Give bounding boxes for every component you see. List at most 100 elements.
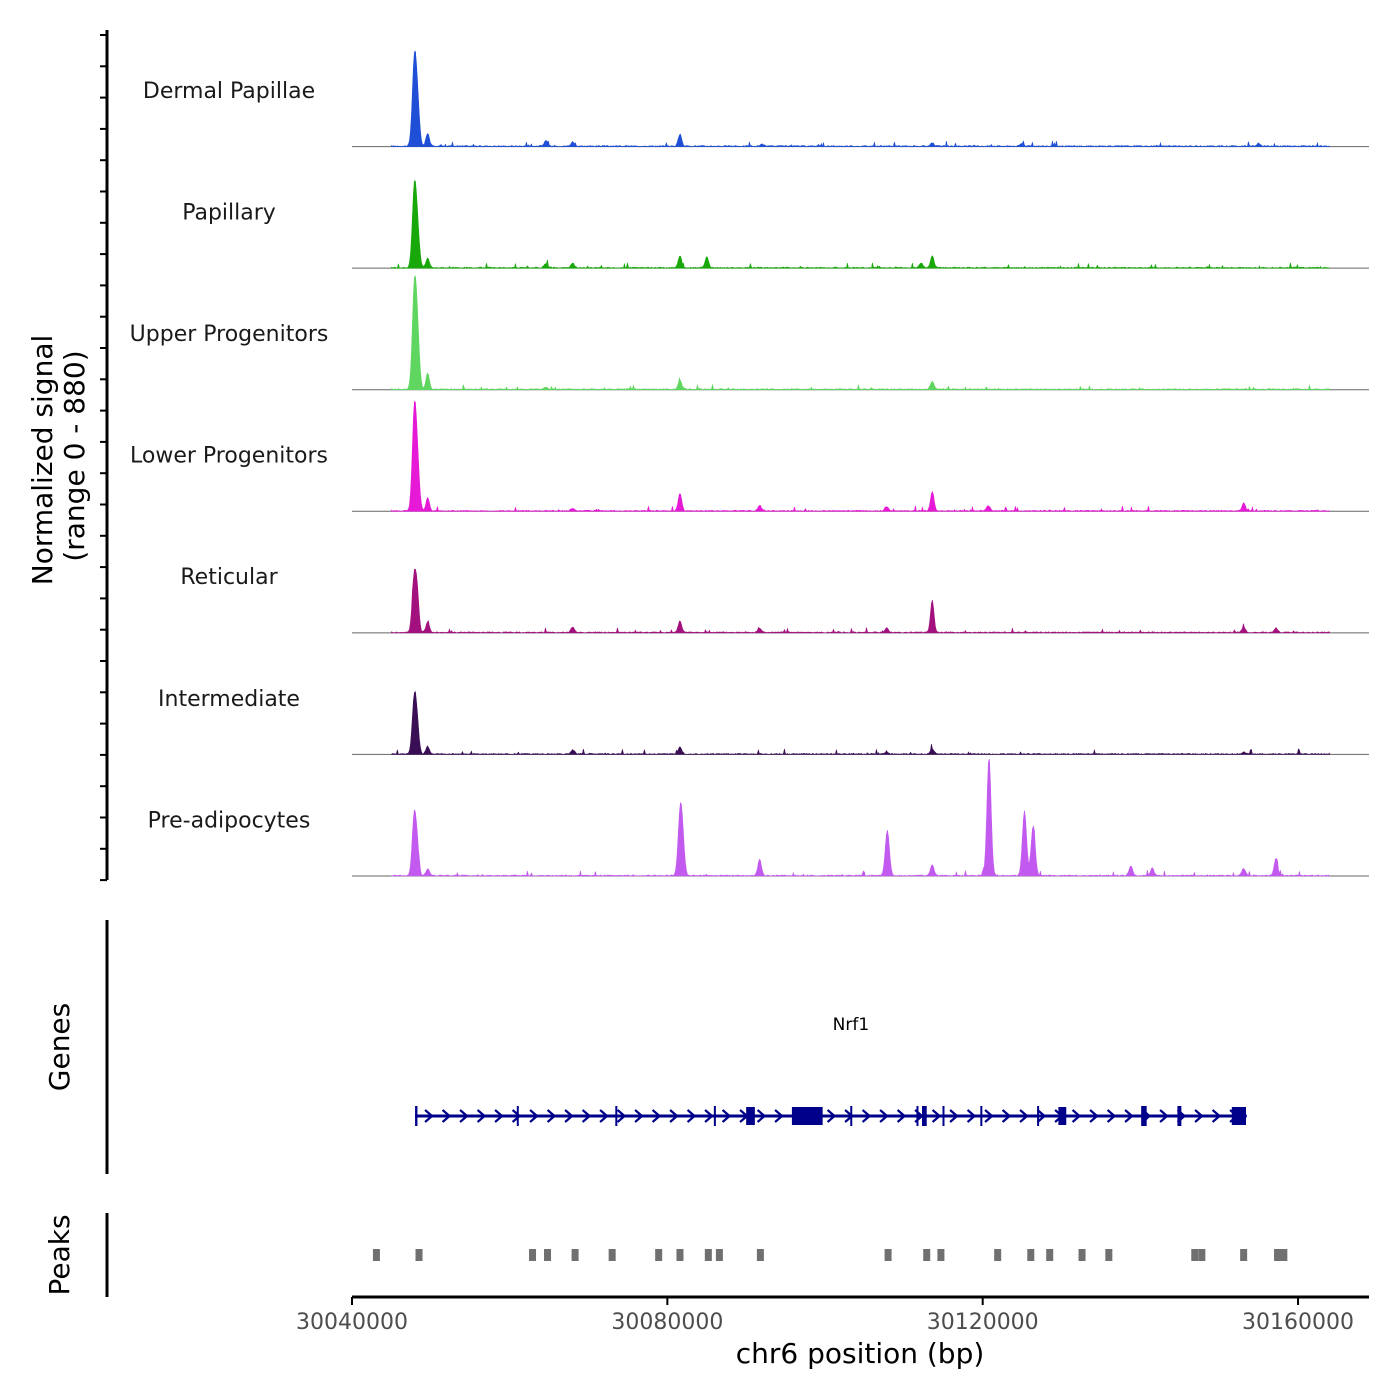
genes-panel-title: Genes (43, 1003, 76, 1091)
gene-exon (813, 1107, 823, 1125)
x-axis-title: chr6 position (bp) (736, 1337, 985, 1370)
peak-region (1240, 1249, 1248, 1261)
strand-arrow (879, 1109, 889, 1123)
strand-arrow (511, 1109, 522, 1123)
strand-arrow (1089, 1109, 1099, 1123)
gene-exon (1231, 1107, 1247, 1125)
strand-arrow (966, 1109, 977, 1123)
strand-arrow (1036, 1109, 1047, 1123)
strand-arrow (459, 1109, 469, 1123)
peak-region (544, 1249, 552, 1261)
track-signal-area (391, 568, 1330, 634)
track-pre-adipocytes: Pre-adipocytes (148, 758, 1369, 877)
peak-region (1280, 1249, 1288, 1261)
strand-arrow (581, 1109, 592, 1123)
x-tick-label: 30080000 (611, 1310, 723, 1335)
track-label: Lower Progenitors (130, 444, 328, 469)
strand-arrow (634, 1109, 644, 1123)
gene-exon (1141, 1106, 1147, 1126)
peak-region (1105, 1249, 1113, 1261)
strand-arrow (1124, 1109, 1134, 1123)
gene-label-nrf1: Nrf1 (833, 1015, 870, 1035)
strand-arrow (704, 1109, 714, 1123)
y-axis-title: Normalized signal (26, 335, 59, 586)
track-signal-area (391, 758, 1331, 877)
track-signal-area (391, 180, 1331, 269)
peaks-panel-title: Peaks (43, 1214, 76, 1295)
gene-exon (921, 1106, 927, 1126)
strand-arrow (1071, 1109, 1082, 1123)
strand-arrow (721, 1109, 732, 1123)
peak-region (1191, 1249, 1199, 1261)
strand-arrow (476, 1109, 487, 1123)
coverage-y-ticks (100, 34, 107, 882)
strand-arrow (529, 1109, 539, 1123)
track-label: Dermal Papillae (143, 79, 315, 104)
track-signal-area (391, 275, 1330, 391)
strand-arrow (774, 1109, 784, 1123)
track-dermal-papillae: Dermal Papillae (143, 50, 1369, 148)
track-label: Intermediate (158, 687, 300, 712)
track-papillary: Papillary (182, 180, 1369, 269)
peak-region (571, 1249, 579, 1261)
track-signal-area (391, 400, 1330, 512)
peak-region (923, 1249, 931, 1261)
strand-arrow (1001, 1109, 1012, 1123)
gene-exon (942, 1106, 945, 1126)
peak-region (608, 1249, 616, 1261)
peak-region (415, 1249, 423, 1261)
peak-region (1027, 1249, 1035, 1261)
track-upper-progenitors: Upper Progenitors (130, 275, 1369, 391)
peak-region (676, 1249, 684, 1261)
strand-arrow (424, 1109, 434, 1123)
peak-region (1198, 1249, 1206, 1261)
gene-exon (791, 1107, 814, 1125)
x-tick-label: 30040000 (296, 1310, 408, 1335)
strand-arrow (686, 1109, 697, 1123)
track-reticular: Reticular (180, 565, 1369, 634)
gene-exon (713, 1106, 716, 1126)
gene-exon (916, 1106, 919, 1126)
track-signal-area (391, 691, 1330, 755)
peak-region (655, 1249, 663, 1261)
track-label: Reticular (180, 565, 278, 590)
peak-region (704, 1249, 712, 1261)
strand-arrow (1106, 1109, 1117, 1123)
peak-region (1274, 1249, 1282, 1261)
gene-exon (1177, 1106, 1182, 1126)
strand-arrow (651, 1109, 662, 1123)
strand-arrow (1194, 1109, 1204, 1123)
gene-exon (1037, 1106, 1040, 1126)
peak-region (884, 1249, 892, 1261)
strand-arrow (546, 1109, 557, 1123)
gene-model-nrf1 (415, 1106, 1247, 1126)
track-label: Pre-adipocytes (148, 808, 311, 833)
peak-region (715, 1249, 723, 1261)
strand-arrow (616, 1109, 627, 1123)
track-label: Upper Progenitors (130, 322, 329, 347)
x-tick-label: 30120000 (927, 1310, 1039, 1335)
y-axis-subtitle: (range 0 - 880) (58, 350, 91, 561)
strand-arrow (984, 1109, 994, 1123)
peak-region (1046, 1249, 1054, 1261)
peak-region (994, 1249, 1002, 1261)
gene-exon (516, 1106, 519, 1126)
strand-arrow (896, 1109, 907, 1123)
strand-arrow (949, 1109, 959, 1123)
track-intermediate: Intermediate (158, 687, 1369, 755)
peak-region (372, 1249, 380, 1261)
strand-arrow (861, 1109, 872, 1123)
x-tick-label: 30160000 (1242, 1310, 1354, 1335)
peak-region (1078, 1249, 1086, 1261)
coverage-tracks: Dermal Papillae Papillary Upper Progenitor… (130, 50, 1369, 877)
strand-arrow (599, 1109, 609, 1123)
strand-arrow (756, 1109, 767, 1123)
gene-exon (746, 1107, 755, 1125)
gene-exon (1058, 1107, 1067, 1125)
gene-exon (615, 1106, 618, 1126)
gene-exon (850, 1106, 853, 1126)
strand-arrow (564, 1109, 574, 1123)
gene-exon (415, 1106, 418, 1126)
x-axis-ticks: 30040000 30080000 30120000 30160000 (296, 1297, 1354, 1335)
